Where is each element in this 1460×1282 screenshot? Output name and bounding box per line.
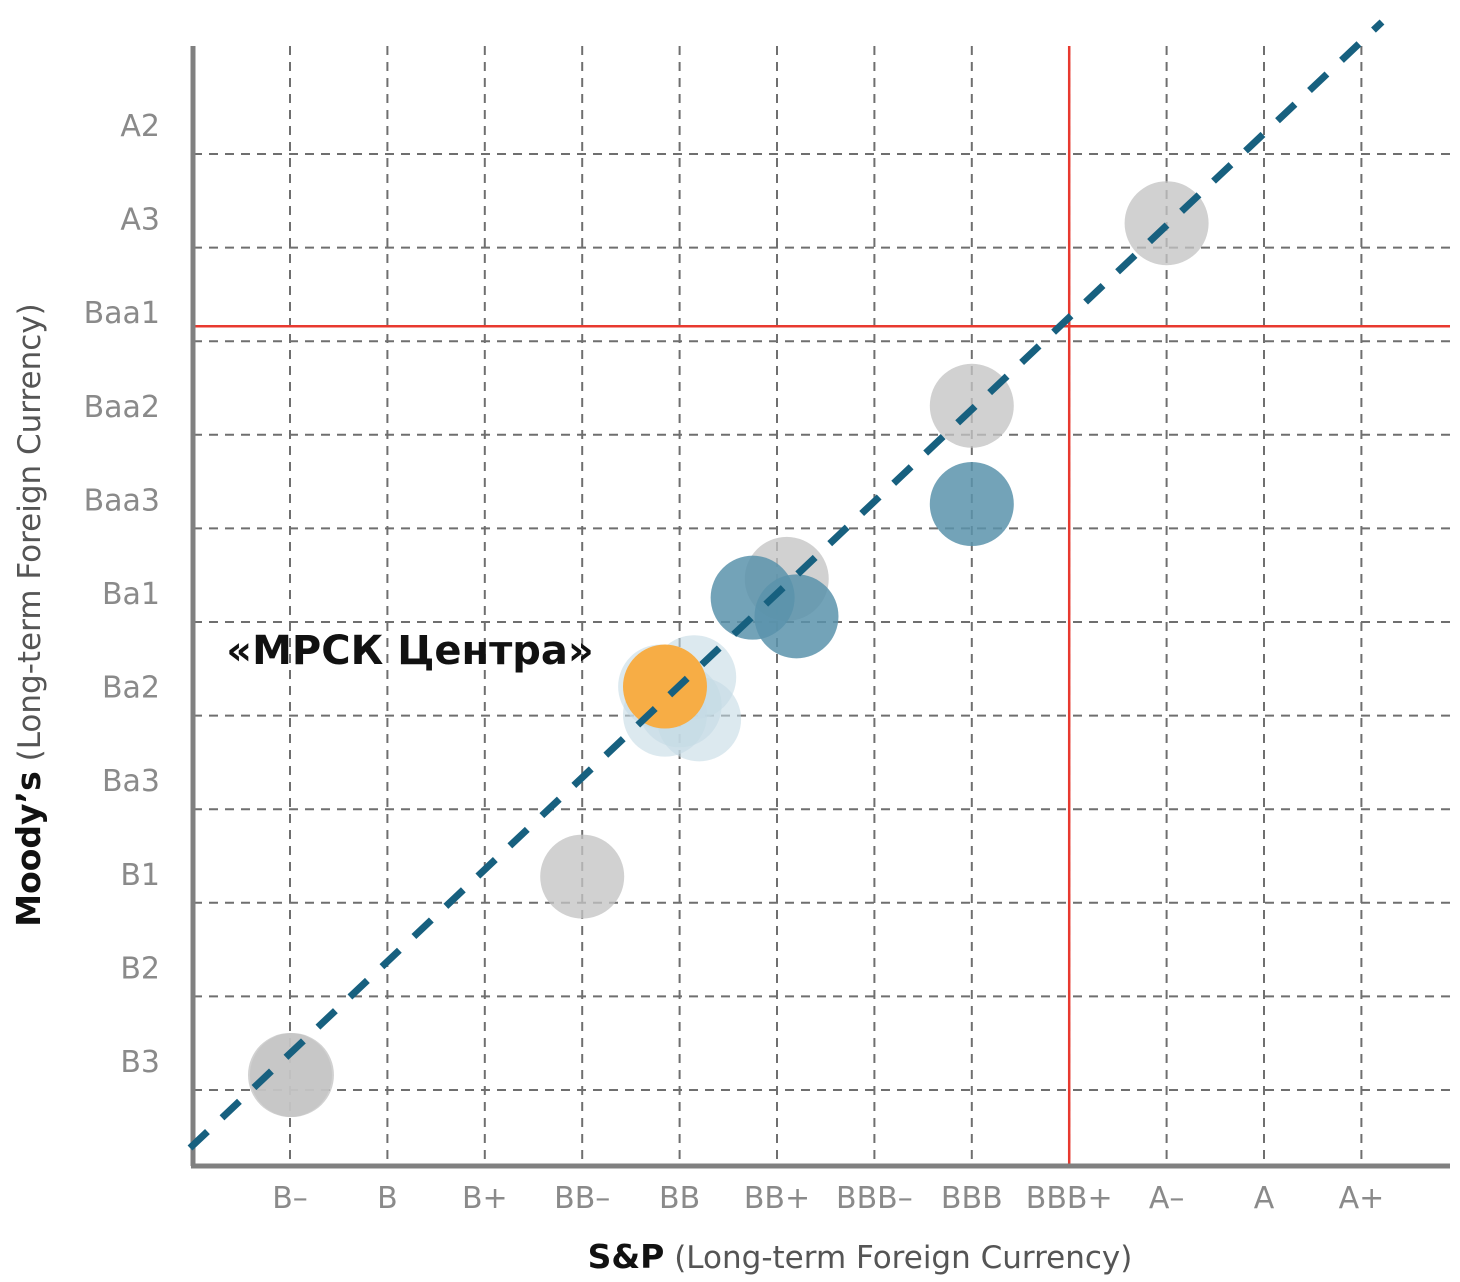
x-tick-label: B+ <box>462 1181 508 1216</box>
x-tick-labels: B– B B+ BB– BB BB+ BBB– BBB BBB+ A– A A+ <box>272 1181 1384 1216</box>
x-tick-label: BB– <box>554 1181 610 1216</box>
y-tick-label: A3 <box>120 203 160 238</box>
y-tick-labels: B3 B2 B1 Ba3 Ba2 Ba1 Baa3 Baa2 Baa1 A3 A2 <box>84 109 160 1080</box>
data-point-highlight_group <box>754 574 839 659</box>
diagonal-line <box>187 19 1385 1151</box>
x-tick-label: BB <box>659 1181 700 1216</box>
y-axis-title-rest: (Long-term Foreign Currency) <box>12 303 48 771</box>
annotation-label: «МРСК Центра» <box>226 628 593 674</box>
x-tick-label: A <box>1254 1181 1275 1216</box>
x-tick-label: BBB <box>941 1181 1003 1216</box>
x-tick-label: BB+ <box>744 1181 810 1216</box>
data-point-peer <box>540 834 625 919</box>
x-tick-label: A+ <box>1339 1181 1385 1216</box>
y-tick-label: Baa3 <box>84 483 160 518</box>
x-axis-title-rest: (Long-term Foreign Currency) <box>664 1240 1132 1276</box>
axes <box>190 46 1450 1169</box>
data-point-highlight_group <box>929 462 1014 547</box>
x-axis-title: S&P (Long-term Foreign Currency) <box>588 1237 1133 1276</box>
y-tick-label: B3 <box>120 1045 160 1080</box>
y-axis-title: Moody’s (Long-term Foreign Currency) <box>9 303 48 927</box>
investment-grade-threshold <box>193 46 1450 1166</box>
x-tick-label: B– <box>272 1181 308 1216</box>
y-tick-label: Baa1 <box>84 296 160 331</box>
x-tick-label: BBB– <box>836 1181 913 1216</box>
y-tick-label: Baa2 <box>84 390 160 425</box>
data-point-target <box>622 644 707 729</box>
x-tick-label: A– <box>1149 1181 1185 1216</box>
y-tick-label: A2 <box>120 109 160 144</box>
y-tick-label: B1 <box>120 858 160 893</box>
data-point-peer <box>249 1033 334 1117</box>
y-tick-label: Ba3 <box>102 764 160 799</box>
y-tick-label: Ba2 <box>102 671 160 706</box>
x-tick-label: BBB+ <box>1026 1181 1113 1216</box>
y-axis-title-bold: Moody’s <box>9 771 48 927</box>
data-points <box>248 181 1209 1117</box>
y-tick-label: B2 <box>120 951 160 986</box>
x-tick-label: B <box>377 1181 398 1216</box>
x-axis-title-bold: S&P <box>588 1237 665 1276</box>
diagonal-reference-line <box>187 19 1385 1151</box>
y-tick-label: Ba1 <box>102 577 160 612</box>
